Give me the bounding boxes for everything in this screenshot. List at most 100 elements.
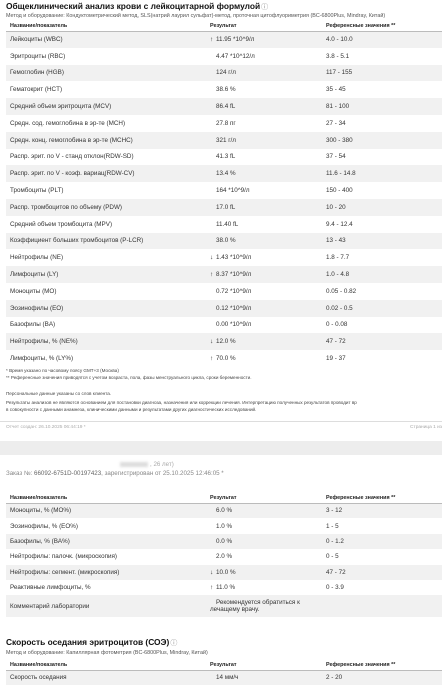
row-name: Гематокрит (HCT) xyxy=(10,86,63,94)
divider xyxy=(0,421,442,422)
note-personal-data: Персональные данные указаны со слов клие… xyxy=(6,391,112,396)
table-row: Распр. эрит. по V - станд отклон(RDW-SD)… xyxy=(6,149,442,166)
row-reference: 150 - 400 xyxy=(326,187,353,195)
arrow-down-icon: ↓ xyxy=(210,338,214,346)
row-reference: 81 - 100 xyxy=(326,98,442,115)
row-reference: 10 - 20 xyxy=(326,198,442,216)
table-row: Распр. тромбоцитов по объему (PDW) 17.0 f… xyxy=(6,198,442,216)
info-circle-icon[interactable]: ⓘ xyxy=(170,640,178,647)
row-reference: 0 - 5 xyxy=(326,553,339,561)
redacted-name xyxy=(120,461,148,467)
table-header-row: Название/показатель Результат Референсные … xyxy=(6,21,442,32)
result-value: 0.0 % xyxy=(216,537,233,545)
note-disclaimer-1: Результаты анализов не являются основани… xyxy=(6,400,357,405)
row-result: 86.4 fL xyxy=(210,98,326,115)
arrow-down-icon: ↓ xyxy=(210,254,214,262)
row-name: Средн. конц. гемоглобина в эр-те (MCHC) xyxy=(6,131,210,149)
row-name: Нейтрофилы, % (NE%) xyxy=(6,333,210,351)
result-value: 164 *10^9/л xyxy=(216,187,250,195)
row-name: Распр. тромбоцитов по объему (PDW) xyxy=(6,198,210,216)
order-registered: , зарегистрирован от 25.10.2025 12:46:05… xyxy=(101,470,224,477)
row-reference: 300 - 380 xyxy=(326,131,442,149)
order-label: Заказ №: xyxy=(6,470,33,477)
row-result: 321 г/л xyxy=(210,131,326,149)
row-reference: 35 - 45 xyxy=(326,86,346,94)
table-row: Лимфоциты, % (LY%) ↑ 70.0 % 19 - 37 xyxy=(6,350,442,367)
table-row: Скорость оседания 14 мм/ч 2 - 20 xyxy=(6,670,442,685)
result-value: 38.0 % xyxy=(216,237,236,245)
row-reference: 3.8 - 5.1 xyxy=(326,52,350,60)
row-result: ↑ 11.95 *10^9/л xyxy=(210,31,326,48)
row-result: 41.3 fL xyxy=(210,149,326,166)
row-reference: 47 - 72 xyxy=(326,564,442,580)
row-result: 0.0 % xyxy=(210,533,326,550)
table-row: Тромбоциты (PLT) 164 *10^9/л 150 - 400 xyxy=(6,182,442,199)
row-name: Эритроциты (RBC) xyxy=(10,52,66,60)
row-result: 0.00 *10^9/л xyxy=(210,317,326,334)
row-result: ↑ 70.0 % xyxy=(210,350,326,367)
result-value: Рекомендуется обратиться к лечащему врач… xyxy=(210,598,300,614)
row-reference: 0.05 - 0.82 xyxy=(326,287,357,295)
row-name: Средн. сод. гемоглобина в эр-те (MCH) xyxy=(10,119,126,127)
result-value: 11.40 fL xyxy=(216,220,239,228)
page-number: Страница 1 из xyxy=(410,425,442,430)
column-header: Референсные значения ** xyxy=(326,21,442,32)
row-reference: 3 - 12 xyxy=(326,503,442,519)
table-row: Нейтрофилы: палочк. (микроскопия) 2.0 % 0 … xyxy=(6,549,442,564)
row-reference xyxy=(326,595,442,618)
result-value: 6.0 % xyxy=(216,507,233,515)
table-row: Коэффициент больших тромбоцитов (P-LCR) 3… xyxy=(6,232,442,250)
row-name: Распр. эрит. по V - станд отклон(RDW-SD) xyxy=(10,153,134,161)
table-row: Средний объем эритроцита (MCV) 86.4 fL 81 … xyxy=(6,98,442,115)
row-reference: 1.8 - 7.7 xyxy=(326,254,350,262)
row-result: 2.0 % xyxy=(210,549,326,564)
order-number: 66092-6751D-00197423 xyxy=(34,470,102,477)
row-name: Коэффициент больших тромбоцитов (P-LCR) xyxy=(6,232,210,250)
result-value: 12.0 % xyxy=(216,338,236,346)
table-row: Нейтрофилы (NE) ↓ 1.43 *10^9/л 1.8 - 7.7 xyxy=(6,249,442,266)
row-name: Лимфоциты, % (LY%) xyxy=(10,355,74,363)
method-text: Метод и оборудование: Кондуктометрически… xyxy=(6,13,386,19)
table-row: Реактивные лимфоциты, % ↑ 11.0 % 0 - 3.9 xyxy=(6,580,442,595)
result-value: 27.8 пг xyxy=(216,119,236,127)
row-name: Моноциты, % (MO%) xyxy=(6,503,210,519)
row-reference: 13 - 43 xyxy=(326,232,442,250)
result-value: 11.0 % xyxy=(216,584,236,592)
column-header: Название/показатель xyxy=(6,493,210,504)
result-value: 10.0 % xyxy=(216,568,236,576)
result-value: 8.37 *10^9/л xyxy=(216,271,252,279)
row-result: 27.8 пг xyxy=(210,115,326,132)
row-result: ↓ 10.0 % xyxy=(210,564,326,580)
row-result: 13.4 % xyxy=(210,165,326,183)
row-name: Тромбоциты (PLT) xyxy=(10,187,64,195)
row-name: Лейкоциты (WBC) xyxy=(6,31,210,48)
row-reference: 27 - 34 xyxy=(326,119,346,127)
table-row: Эозинофилы, % (EO%) 1.0 % 1 - 5 xyxy=(6,518,442,533)
patient-header: , 26 лет) xyxy=(120,461,174,468)
column-header: Название/показатель xyxy=(6,21,210,32)
row-name: Лимфоциты (LY) xyxy=(6,266,210,283)
table-row: Средн. конц. гемоглобина в эр-те (MCHC) 3… xyxy=(6,131,442,149)
note-disclaimer-2: в совокупности с данными анамнеза, клини… xyxy=(6,407,257,412)
result-value: 2.0 % xyxy=(216,553,233,561)
row-reference: 1 - 5 xyxy=(326,522,339,530)
column-header: Результат xyxy=(210,493,326,504)
result-value: 4.47 *10^12/л xyxy=(216,52,255,60)
row-result: 4.47 *10^12/л xyxy=(210,48,326,65)
arrow-down-icon: ↓ xyxy=(210,568,214,576)
result-value: 86.4 fL xyxy=(216,103,236,111)
table-row: Эозинофилы (EO) 0.12 *10^9/л 0.02 - 0.5 xyxy=(6,299,442,317)
row-name: Эозинофилы (EO) xyxy=(6,299,210,317)
info-circle-icon[interactable]: ⓘ xyxy=(261,4,269,11)
table-row: Распр. эрит. по V - коэф. вариац(RDW-CV)… xyxy=(6,165,442,183)
row-name: Моноциты (MO) xyxy=(10,287,57,295)
arrow-up-icon: ↑ xyxy=(210,36,214,44)
result-value: 38.6 % xyxy=(216,86,236,94)
note-timezone: * Время указано по часовому поясу GMT+3 … xyxy=(6,368,119,373)
column-header: Результат xyxy=(210,660,326,671)
table-row: Моноциты (MO) 0.72 *10^9/л 0.05 - 0.82 xyxy=(6,283,442,300)
row-reference: 37 - 54 xyxy=(326,153,346,161)
row-result: 164 *10^9/л xyxy=(210,182,326,199)
section-title-text: Общеклинический анализ крови с лейкоцита… xyxy=(6,1,261,11)
row-result: ↑ 8.37 *10^9/л xyxy=(210,266,326,283)
